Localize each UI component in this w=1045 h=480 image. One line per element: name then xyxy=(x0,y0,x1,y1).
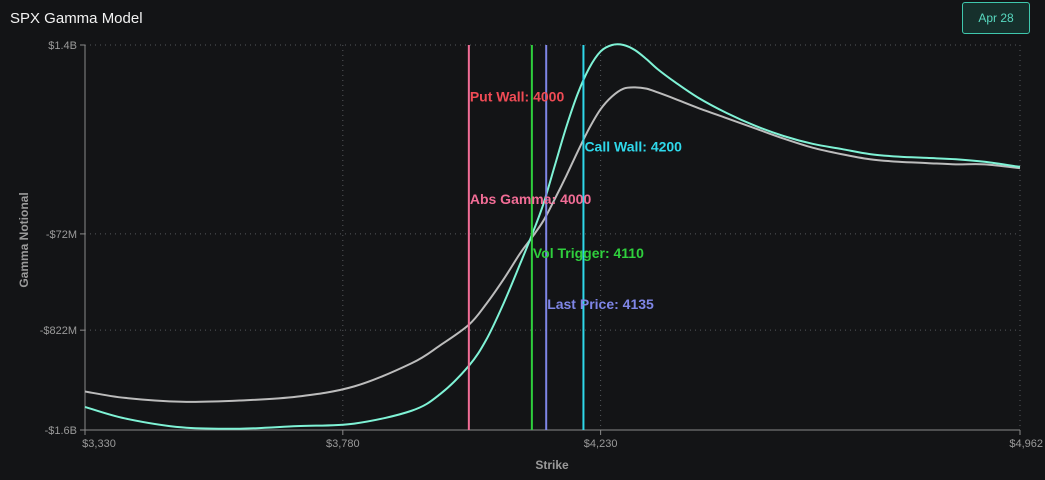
y-tick-label: $1.4B xyxy=(48,40,77,52)
x-axis-title: Strike xyxy=(535,458,569,472)
y-tick-label: -$822M xyxy=(40,325,77,337)
x-tick-label: $3,330 xyxy=(82,438,116,450)
date-selector-button[interactable]: Apr 28 xyxy=(962,2,1030,34)
marker-label-abs-gamma: Abs Gamma: 4000 xyxy=(470,191,592,207)
x-tick-label: $4,962 xyxy=(1009,438,1043,450)
marker-label-vol-trigger: Vol Trigger: 4110 xyxy=(533,245,644,261)
marker-label-put-wall: Put Wall: 4000 xyxy=(470,88,565,104)
chart-title: SPX Gamma Model xyxy=(10,10,143,27)
marker-label-last-price: Last Price: 4135 xyxy=(547,296,654,312)
y-tick-label: -$1.6B xyxy=(45,425,77,437)
marker-labels: Put Wall: 4000 Call Wall: 4200 Abs Gamma: … xyxy=(470,88,682,312)
alt-gamma-curve xyxy=(84,86,1021,403)
y-axis-title: Gamma Notional xyxy=(17,192,31,287)
axes: $1.4B -$72M -$822M -$1.6B $3,330 $3,780 $4,230… xyxy=(40,40,1043,450)
marker-lines xyxy=(467,45,585,430)
x-tick-label: $4,230 xyxy=(584,438,618,450)
y-tick-label: -$72M xyxy=(46,229,77,241)
gamma-curve xyxy=(84,43,1021,430)
curves xyxy=(84,43,1021,430)
marker-label-call-wall: Call Wall: 4200 xyxy=(584,138,682,154)
x-tick-label: $3,780 xyxy=(326,438,360,450)
